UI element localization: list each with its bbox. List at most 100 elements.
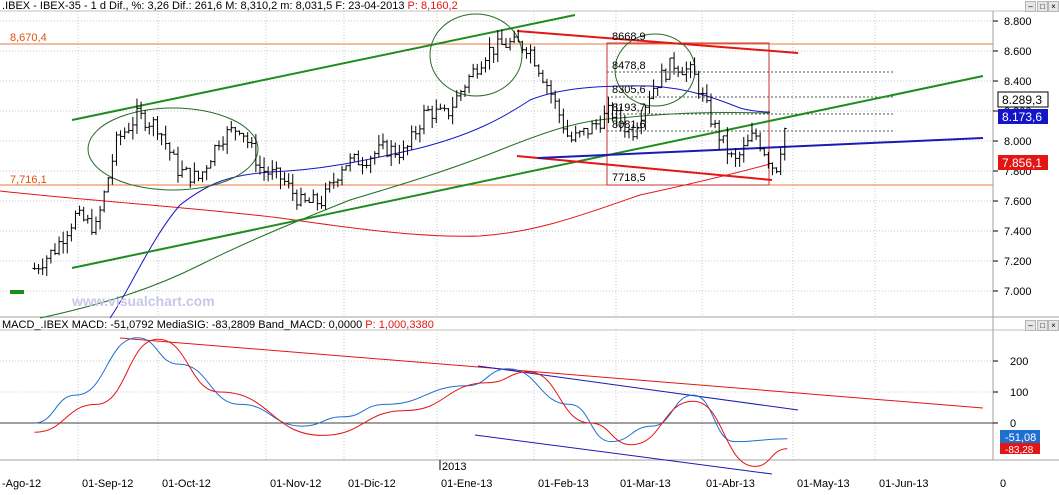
ohlc-bar [188, 167, 193, 188]
ohlc-bar [364, 159, 369, 169]
ohlc-bar [713, 119, 718, 129]
ma-red[interactable] [0, 163, 771, 237]
macd-axis: 200 100 0 [993, 356, 1028, 430]
ohlc-bar [483, 57, 488, 73]
ohlc-bar [114, 131, 119, 166]
ohlc-bar [307, 197, 312, 204]
resistance-label: 8,670,4 [10, 32, 47, 44]
ohlc-bar [442, 104, 447, 112]
fibonacci-levels[interactable] [607, 71, 895, 132]
ma-green[interactable] [39, 112, 771, 319]
ohlc-bar [508, 37, 513, 51]
price-tick-label: 8.600 [1004, 46, 1032, 58]
ohlc-bar [298, 187, 303, 207]
macd-signal-line[interactable] [34, 338, 788, 467]
ohlc-bar [454, 90, 459, 108]
ohlc-bar [44, 255, 49, 276]
price-tick-label: 8.400 [1004, 76, 1032, 88]
red-lower-line[interactable] [516, 155, 773, 181]
ohlc-bar [561, 108, 566, 134]
ohlc-bar [208, 159, 213, 169]
ma-blue[interactable] [109, 85, 771, 319]
ellipse-sep[interactable] [87, 107, 259, 191]
ohlc-bar [614, 103, 619, 127]
lower-trend-line[interactable] [71, 75, 984, 269]
upper-trend-line[interactable] [71, 14, 576, 121]
ohlc-bar [352, 153, 357, 163]
ohlc-bar [729, 151, 734, 158]
red-upper-line[interactable] [516, 30, 799, 54]
info-dif-abs: 261,6 [194, 0, 223, 12]
price-grid [0, 11, 993, 317]
ohlc-bar [421, 104, 426, 135]
info-low: 8,031,5 [295, 0, 333, 12]
info-dif-label: Dif., %: [109, 0, 145, 12]
ohlc-bar [635, 122, 640, 140]
ohlc-bar [282, 172, 287, 186]
ohlc-bar [73, 210, 78, 230]
time-tick-label: 01-Nov-12 [270, 478, 321, 490]
macd-minimize-button[interactable]: – [1025, 320, 1036, 331]
macd-value: -51,0792 [110, 319, 154, 331]
ohlc-bars[interactable] [32, 29, 787, 276]
macd-name: MACD_.IBEX [2, 319, 69, 331]
macd-tick-label: 0 [1010, 418, 1016, 430]
ohlc-bar [93, 216, 98, 235]
ohlc-bar [569, 131, 574, 143]
minimize-button[interactable]: – [1025, 1, 1036, 12]
ohlc-bar [577, 130, 582, 138]
ohlc-bar [643, 104, 648, 131]
ma-blue-tag [998, 109, 1048, 124]
macd-line[interactable] [34, 337, 788, 443]
ohlc-bar [516, 29, 521, 43]
maximize-button[interactable]: □ [1037, 1, 1048, 12]
ohlc-bar [544, 78, 549, 95]
ohlc-bar [557, 98, 562, 124]
macd-maximize-button[interactable]: □ [1037, 320, 1048, 331]
macd-red-trend-line[interactable] [119, 337, 984, 409]
ohlc-bar [102, 190, 107, 213]
info-price: 8,160,2 [421, 0, 458, 12]
last-price-tag-text: 8.289,3 [1002, 93, 1042, 107]
macd-blue-upper-line[interactable] [477, 365, 799, 411]
ohlc-bar [602, 105, 607, 130]
ohlc-bar [184, 166, 189, 171]
ohlc-bar [721, 135, 726, 144]
ohlc-bar [319, 195, 324, 209]
ohlc-bar [167, 142, 172, 161]
ellipse-jan[interactable] [429, 13, 523, 97]
macd-plot-area[interactable] [0, 330, 993, 460]
price-info-header: .IBEX - IBEX-35 - 1 d Dif., %: 3,26 Dif.… [2, 0, 458, 12]
time-tick-label: 01-Dic-12 [348, 478, 396, 490]
info-period: 1 d [90, 0, 106, 12]
ohlc-bar [458, 89, 463, 101]
ohlc-bar [647, 90, 652, 114]
ohlc-bar [774, 167, 779, 174]
info-symbol: IBEX - IBEX-35 - [5, 0, 88, 12]
ohlc-bar [655, 87, 660, 97]
ohlc-bar [303, 192, 308, 203]
ohlc-bar [503, 38, 508, 49]
close-button[interactable]: × [1048, 1, 1059, 12]
ohlc-bar [241, 132, 246, 143]
price-plot-area[interactable] [0, 11, 993, 317]
info-date: 23-04-2013 [348, 0, 405, 12]
ohlc-bar [594, 119, 599, 130]
time-tick-label: 01-Feb-13 [538, 478, 589, 490]
ohlc-bar [61, 231, 66, 254]
ohlc-bar [651, 79, 656, 100]
macd-blue-lower-line[interactable] [474, 434, 773, 475]
ohlc-bar [126, 122, 131, 134]
macd-close-button[interactable]: × [1048, 320, 1059, 331]
macd-tick-label: 200 [1010, 356, 1028, 368]
ohlc-bar [323, 182, 328, 210]
ohlc-bar [221, 136, 226, 151]
ohlc-bar [692, 57, 697, 75]
macd-tag-text: -51,08 [1005, 432, 1036, 444]
ohlc-bar [130, 116, 135, 140]
ohlc-bar [180, 160, 185, 178]
time-tick-label: 01-Oct-12 [162, 478, 211, 490]
ohlc-bar [385, 139, 390, 158]
ohlc-bar [274, 161, 279, 179]
